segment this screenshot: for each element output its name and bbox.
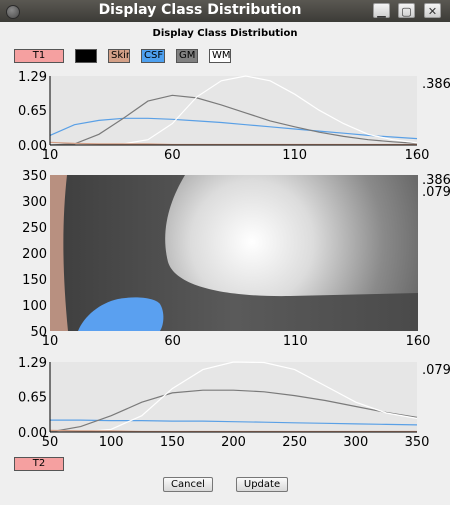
bottom-x-tick-label: 200	[221, 435, 246, 450]
t2-selector[interactable]: T2	[14, 457, 64, 471]
top-plot-area	[50, 76, 417, 145]
bottom-x-tick-label: 150	[160, 435, 185, 450]
close-button[interactable]: ✕	[424, 3, 441, 18]
heatmap-x-tick-label: 10	[42, 334, 59, 349]
heatmap-x-tick-label: 60	[164, 334, 181, 349]
panel-title: Display Class Distribution	[152, 28, 298, 39]
top-right-value: .386	[422, 77, 450, 92]
bottom-series-wm	[50, 361, 418, 433]
t1-selector[interactable]: T1	[14, 49, 64, 63]
bottom-y-tick-label: 0.00	[18, 426, 47, 441]
close-icon: ✕	[427, 5, 438, 18]
class-chip-gm-label: GM	[179, 50, 196, 61]
top-series-gm	[49, 94, 418, 146]
window-title: Display Class Distribution	[98, 2, 302, 18]
heatmap-x-tick-label: 160	[406, 334, 431, 349]
top-y-tick-label: 1.29	[18, 70, 47, 85]
minimize-icon: ▁	[377, 5, 386, 18]
class-chip-wm[interactable]: WM	[209, 49, 231, 63]
skin-region	[50, 175, 68, 331]
t1-selector-label: T1	[32, 50, 46, 61]
top-y-tick-label: 0.00	[18, 139, 47, 154]
title-bar: Display Class Distribution ▁ ▢ ✕	[0, 0, 450, 22]
update-button[interactable]: Update	[236, 477, 288, 492]
cancel-button[interactable]: Cancel	[163, 477, 213, 492]
bottom-x-tick-label: 300	[343, 435, 368, 450]
top-x-tick-label: 60	[164, 148, 181, 163]
top-x-tick-label: 110	[282, 148, 307, 163]
heatmap-y-tick-label: 350	[22, 169, 47, 184]
top-series-csf	[49, 117, 418, 140]
wm-region	[165, 175, 418, 297]
bottom-y-tick-label: 0.65	[18, 391, 47, 406]
class-chip-csf-label: CSF	[144, 50, 164, 61]
class-chip-skin-label: Skin	[111, 50, 129, 61]
bottom-x-tick-label: 350	[405, 435, 430, 450]
class-chip-wm-label: WM	[212, 50, 231, 61]
t2-selector-label: T2	[32, 458, 46, 469]
heatmap-right-value: .079	[422, 185, 450, 200]
heatmap-y-tick-label: 300	[22, 195, 47, 210]
heatmap-right-value: .386	[422, 173, 450, 188]
class-chip-background[interactable]	[75, 49, 97, 63]
top-y-tick-label: 0.65	[18, 104, 47, 119]
heatmap-x-tick-label: 110	[283, 334, 308, 349]
heatmap-y-tick-label: 100	[22, 299, 47, 314]
minimize-button[interactable]: ▁	[373, 3, 390, 18]
bottom-x-tick-label: 100	[99, 435, 124, 450]
class-chip-gm[interactable]: GM	[176, 49, 198, 63]
top-x-tick-label: 10	[42, 148, 59, 163]
top-x-tick-label: 160	[405, 148, 430, 163]
class-chip-csf[interactable]: CSF	[141, 49, 165, 63]
bottom-histogram: 50 100 150 200 250 300 350 0.00 0.65 1.29 .079	[18, 356, 450, 450]
bottom-right-value: .079	[422, 363, 450, 378]
bottom-series-csf	[50, 419, 418, 426]
bottom-x-tick-label: 250	[282, 435, 307, 450]
window-menu-icon[interactable]	[6, 5, 20, 19]
bottom-x-tick-label: 50	[42, 435, 59, 450]
heatmap-y-tick-label: 150	[22, 273, 47, 288]
csf-region	[78, 297, 164, 331]
class-chip-skin[interactable]: Skin	[108, 49, 130, 63]
heatmap-y-tick-label: 50	[30, 325, 47, 340]
maximize-button[interactable]: ▢	[398, 3, 415, 18]
bottom-y-tick-label: 1.29	[18, 356, 47, 371]
maximize-icon: ▢	[401, 5, 412, 18]
heatmap-y-tick-label: 250	[22, 221, 47, 236]
bottom-series-gm	[49, 389, 418, 433]
heatmap-y-tick-label: 200	[22, 247, 47, 262]
joint-distribution-heatmap: 10 60 110 160 350 300 250 200 150 100 50 .386.079	[22, 169, 450, 349]
top-histogram: 10 60 110 160 0.00 0.65 1.29 .386	[18, 70, 450, 163]
